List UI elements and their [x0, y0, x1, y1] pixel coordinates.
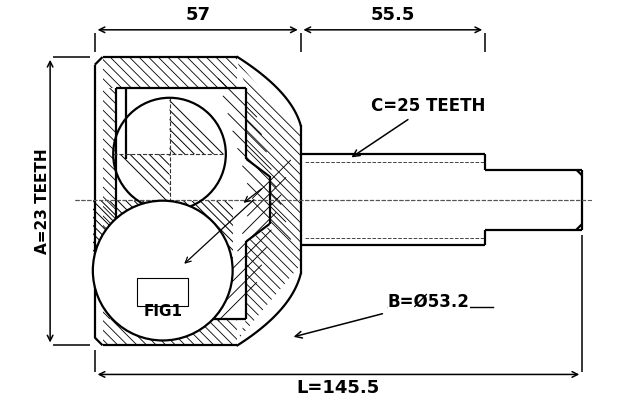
- Text: FIG1: FIG1: [143, 304, 182, 319]
- Text: A=23 TEETH: A=23 TEETH: [35, 148, 50, 254]
- Text: L=145.5: L=145.5: [297, 379, 380, 397]
- Circle shape: [93, 201, 232, 340]
- Text: B=Ø53.2: B=Ø53.2: [295, 293, 470, 338]
- Bar: [138, 278, 188, 306]
- Text: B=Ø53.2: B=Ø53.2: [388, 293, 470, 311]
- Text: 55.5: 55.5: [371, 6, 415, 24]
- Text: C=25 TEETH: C=25 TEETH: [353, 97, 485, 156]
- Text: 57: 57: [185, 6, 210, 24]
